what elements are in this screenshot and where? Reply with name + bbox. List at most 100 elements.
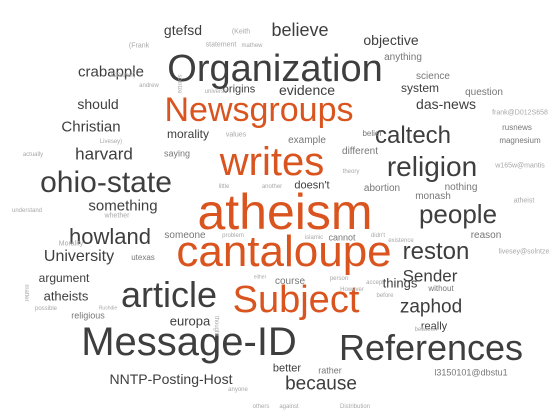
word-saying: saying (163, 148, 191, 159)
word-thought: thought (213, 315, 219, 337)
word-university: University (43, 248, 115, 265)
word-others: others (252, 404, 270, 410)
word-o-dwyer: O'Dwyer) (110, 73, 136, 79)
word-religion: religion (386, 151, 478, 182)
word-things: things (382, 275, 418, 291)
word-anyone: anyone (228, 387, 248, 393)
word-morality: Morality (58, 240, 84, 248)
word-livesey-solntze: livesey@solntze (498, 248, 550, 256)
word-atheism: atheism (197, 184, 373, 240)
word-nothing: nothing (444, 182, 478, 193)
word-andrew: andrew (139, 83, 159, 89)
word-matter: matter (23, 284, 29, 302)
word-something: something (88, 197, 158, 215)
word-abortion: abortion (363, 183, 401, 194)
word-science: science (416, 71, 450, 82)
word-subject: Subject (232, 279, 360, 321)
word-nntp-posting-host: NNTP-Posting-Host (109, 371, 233, 387)
word-because: because (285, 373, 357, 395)
word-monash: monash (415, 191, 451, 202)
word-example: example (288, 135, 326, 146)
word-gtefsd: gtefsd (163, 22, 203, 38)
word-really: really (420, 320, 448, 333)
word-rusnews: rusnews (502, 123, 532, 132)
word-frank-d012s658: frank@D012S658 (492, 109, 548, 117)
word-rushdie: Rushdie (98, 305, 118, 312)
word-objective: objective (363, 32, 419, 48)
word-theory: theory (342, 169, 360, 175)
word-zaphod: zaphod (399, 296, 463, 318)
word-atheist: atheist (513, 197, 535, 205)
word-values: values (225, 131, 247, 139)
word-keith: (Keith (231, 28, 251, 36)
word-system: system (400, 81, 440, 95)
word-references: References (338, 327, 524, 368)
word-utexas: utexas (131, 253, 155, 262)
word-christian: Christian (61, 118, 121, 136)
word-distribution: Distribution (339, 404, 371, 410)
word-person: person (329, 276, 349, 282)
word-w165w-mantis: w165w@mantis (495, 162, 545, 170)
word-possible: possible (34, 306, 58, 312)
word-actually: actually (22, 152, 44, 158)
word-cannot: cannot (328, 232, 356, 243)
word-either: either (253, 274, 267, 281)
word-magnesium: magnesium (499, 136, 541, 145)
word-whether: whether (104, 212, 130, 220)
word-believe: believe (271, 20, 329, 40)
word-europa: europa (169, 313, 211, 329)
word-caltech: caltech (374, 122, 452, 149)
word-das-news: das-news (416, 96, 476, 112)
word-reason: reason (470, 230, 502, 241)
word-l3150101-dbstu1: l3150101@dbstu1 (434, 367, 508, 378)
word-universe: universe (204, 89, 228, 95)
word-sender: Sender (402, 266, 458, 286)
word-reston: reston (402, 238, 470, 265)
word-course: course (274, 276, 306, 287)
word-argument: argument (38, 271, 90, 285)
word-existence: existence (388, 238, 414, 244)
word-understand: understand (11, 208, 43, 214)
word-didn-t: didn't (370, 233, 386, 239)
word-anything: anything (384, 52, 422, 63)
word-morality: morality (166, 127, 210, 141)
word-accept: accept (366, 280, 384, 286)
word-better: better (272, 362, 302, 375)
word-question: question (465, 87, 503, 98)
word-islamic: islamic (304, 235, 324, 241)
word-belief: belief (362, 129, 382, 138)
word-should: should (77, 96, 119, 112)
word-before: before (376, 293, 394, 299)
word-rather: rather (318, 365, 342, 376)
word-frank: (Frank (128, 42, 150, 50)
word-writes: writes (219, 140, 325, 184)
word-atheists: atheists (43, 288, 89, 304)
word-harvard: harvard (75, 144, 133, 164)
word-little: little (218, 184, 230, 190)
word-solntze: solntze (176, 74, 182, 94)
word-crabapple: crabapple (78, 63, 144, 81)
word-without: without (428, 284, 454, 293)
word-against: against (279, 404, 299, 410)
word-different: different (342, 146, 378, 157)
word-another: another (261, 184, 283, 190)
word-howland: howland (69, 224, 151, 249)
word-mathew: mathew (241, 43, 263, 49)
word-newsgroups: Newsgroups (164, 91, 354, 129)
word-organization: Organization (167, 48, 383, 90)
word-livesey: Livesey) (99, 139, 123, 145)
word-article: article (120, 274, 218, 315)
word-statement: statement (205, 41, 237, 49)
word-however: However (340, 287, 364, 293)
word-between: between (414, 327, 438, 333)
word-someone: someone (164, 230, 206, 241)
word-message-id: Message-ID (81, 320, 297, 364)
word-people: people (418, 199, 498, 229)
word-ohio-state: ohio-state (40, 166, 172, 199)
word-origins: origins (222, 83, 256, 96)
word-evidence: evidence (278, 82, 336, 98)
word-religious: religious (71, 310, 105, 321)
word-problem: problem (222, 233, 244, 239)
word-cantaloupe: cantaloupe (176, 227, 392, 276)
